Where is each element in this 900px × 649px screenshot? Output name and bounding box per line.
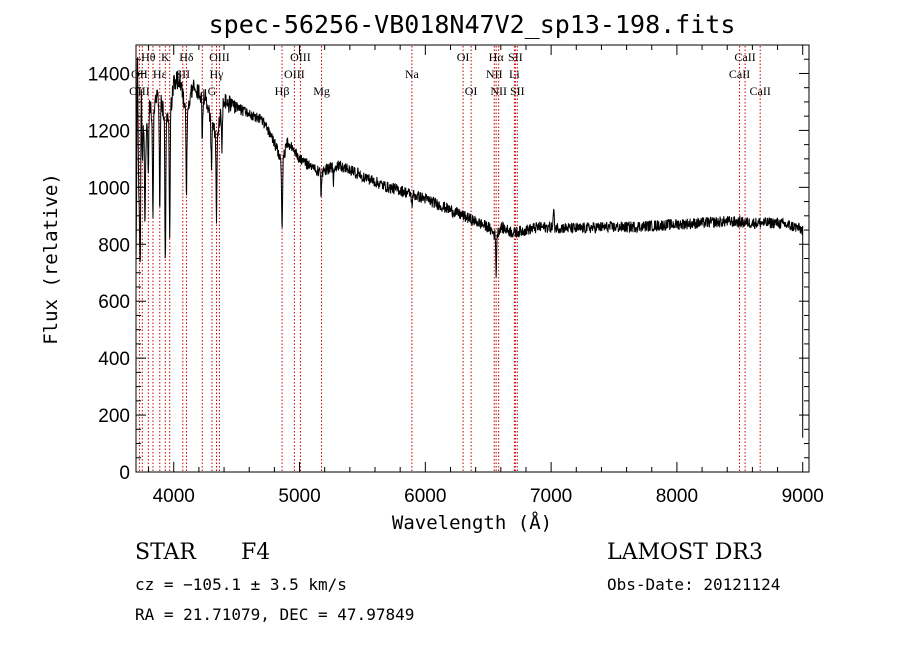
line-label: Hδ (179, 50, 194, 64)
plot-frame (135, 44, 810, 473)
y-tick-label: 1400 (88, 64, 130, 85)
x-tick-label: 5000 (278, 486, 320, 507)
x-tick-label: 6000 (404, 486, 446, 507)
line-label: G (208, 84, 217, 98)
chart-title: spec-56256-VB018N47V2_sp13-198.fits (209, 10, 736, 39)
line-label: Hβ (275, 84, 290, 98)
x-tick-label: 7000 (530, 486, 572, 507)
line-label: Na (405, 67, 420, 81)
y-axis-ticks: 0 200 400 600 800 1000 1200 1400 (88, 44, 809, 484)
line-label: OIII (290, 50, 311, 64)
x-tick-label: 9000 (782, 486, 824, 507)
line-label: OII (131, 67, 148, 81)
sky-coordinates: RA = 21.71079, DEC = 47.97849 (135, 605, 415, 624)
line-label: CaII (750, 84, 771, 98)
y-tick-label: 400 (98, 349, 130, 370)
redshift-velocity: cz = −105.1 ± 3.5 km/s (135, 575, 347, 594)
line-label: CaII (729, 67, 750, 81)
y-tick-label: 1200 (88, 121, 130, 142)
line-label: OI (465, 84, 478, 98)
line-label: OIII (284, 67, 305, 81)
spectral-subclass: F4 (241, 540, 271, 565)
line-label: OI (457, 50, 470, 64)
x-axis-ticks: 4000 5000 6000 7000 8000 9000 (148, 45, 824, 507)
line-label: SII (175, 67, 190, 81)
y-tick-label: 800 (98, 235, 130, 256)
spectrum-line (135, 57, 804, 472)
line-label: NII (490, 84, 507, 98)
line-label: Hα (489, 50, 505, 64)
line-label: Mg (313, 84, 330, 98)
line-label: Li (509, 67, 520, 81)
line-label: NII (486, 67, 503, 81)
spectral-line-markers (138, 46, 761, 471)
line-label: Hε (153, 67, 167, 81)
survey-release: LAMOST DR3 (607, 540, 763, 565)
x-axis-label: Wavelength (Å) (392, 511, 552, 534)
line-label: CaII (734, 50, 755, 64)
line-label: Hγ (210, 67, 225, 81)
x-tick-label: 4000 (153, 486, 195, 507)
object-type: STAR (135, 540, 196, 565)
observation-date: Obs-Date: 20121124 (607, 575, 781, 594)
line-label: OIII (129, 84, 150, 98)
line-label: Hθ (141, 50, 156, 64)
x-tick-label: 8000 (656, 486, 698, 507)
line-label: SII (508, 50, 523, 64)
line-label: K (161, 50, 170, 64)
y-tick-label: 600 (98, 292, 130, 313)
line-label: OIII (209, 50, 230, 64)
y-tick-label: 0 (119, 463, 130, 484)
y-axis-label: Flux (relative) (40, 173, 62, 345)
y-tick-label: 200 (98, 406, 130, 427)
line-label: SII (510, 84, 525, 98)
y-tick-label: 1000 (88, 178, 130, 199)
